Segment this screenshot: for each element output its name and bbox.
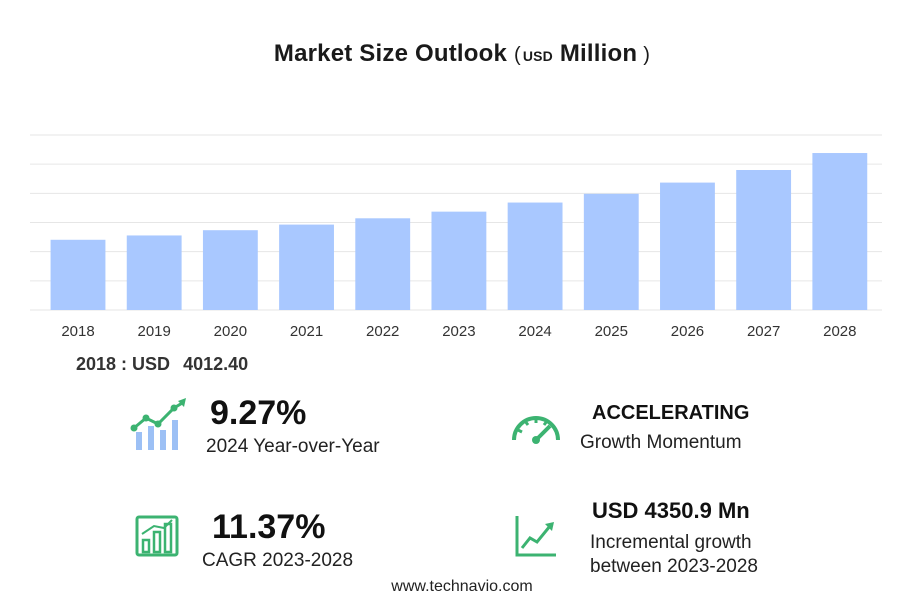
- bar-2024: [507, 202, 563, 310]
- bar-2018: [50, 239, 106, 310]
- speedometer-icon: [512, 416, 560, 444]
- kpi-momentum-label: Growth Momentum: [580, 432, 742, 453]
- tick-label-2022: 2022: [366, 323, 399, 340]
- kpi-cagr-label: CAGR 2023-2028: [202, 550, 354, 571]
- kpi-incremental-label-line2: between 2023-2028: [590, 556, 758, 577]
- bar-2021: [279, 224, 334, 310]
- tick-label-2024: 2024: [518, 323, 551, 340]
- tick-label-2026: 2026: [671, 323, 704, 340]
- tick-label-2025: 2025: [595, 323, 628, 340]
- tick-label-2018: 2018: [61, 323, 94, 340]
- bar-2025: [583, 193, 639, 310]
- trend-line-icon: [515, 516, 556, 557]
- kpi-momentum-value: ACCELERATING: [592, 402, 750, 424]
- tick-label-2020: 2020: [214, 323, 247, 340]
- base-year-value: 2018 : USD 4012.40: [76, 354, 248, 375]
- chart-title: Market Size Outlook (USD Million): [0, 40, 924, 68]
- bar-chart-icon: [135, 515, 179, 557]
- base-year-label: 2018 : USD: [76, 354, 171, 374]
- tick-label-2023: 2023: [442, 323, 475, 340]
- title-close-paren: ): [643, 44, 651, 66]
- kpi-incremental-value: USD 4350.9 Mn: [592, 498, 750, 523]
- base-year-number: 4012.40: [183, 354, 249, 374]
- title-unit: USD: [522, 48, 553, 64]
- tick-label-2027: 2027: [747, 323, 780, 340]
- footer-source: www.technavio.com: [391, 578, 533, 595]
- bar-2023: [431, 211, 487, 310]
- title-open-paren: (: [513, 44, 521, 66]
- kpi-yoy-label: 2024 Year-over-Year: [206, 436, 380, 457]
- title-unit-word: Million: [559, 40, 638, 67]
- title-main: Market Size Outlook: [273, 40, 508, 67]
- tick-label-2021: 2021: [290, 323, 323, 340]
- bar-2019: [126, 235, 182, 310]
- kpi-cagr-value: 11.37%: [212, 508, 326, 546]
- kpi-incremental-label-line1: Incremental growth: [590, 532, 752, 553]
- bar-2022: [355, 218, 411, 310]
- kpi-yoy-value: 9.27%: [210, 394, 307, 432]
- bar-2020: [202, 230, 258, 310]
- bar-2026: [660, 182, 715, 310]
- bar-2027: [736, 170, 792, 310]
- tick-label-2019: 2019: [137, 323, 170, 340]
- bar-chart: 2018 2019 2020 2021 2022 2023 2024 2025 2026 2027…: [30, 134, 882, 340]
- growth-bars-icon: [130, 398, 186, 450]
- tick-label-2028: 2028: [823, 323, 856, 340]
- bar-2028: [812, 153, 868, 310]
